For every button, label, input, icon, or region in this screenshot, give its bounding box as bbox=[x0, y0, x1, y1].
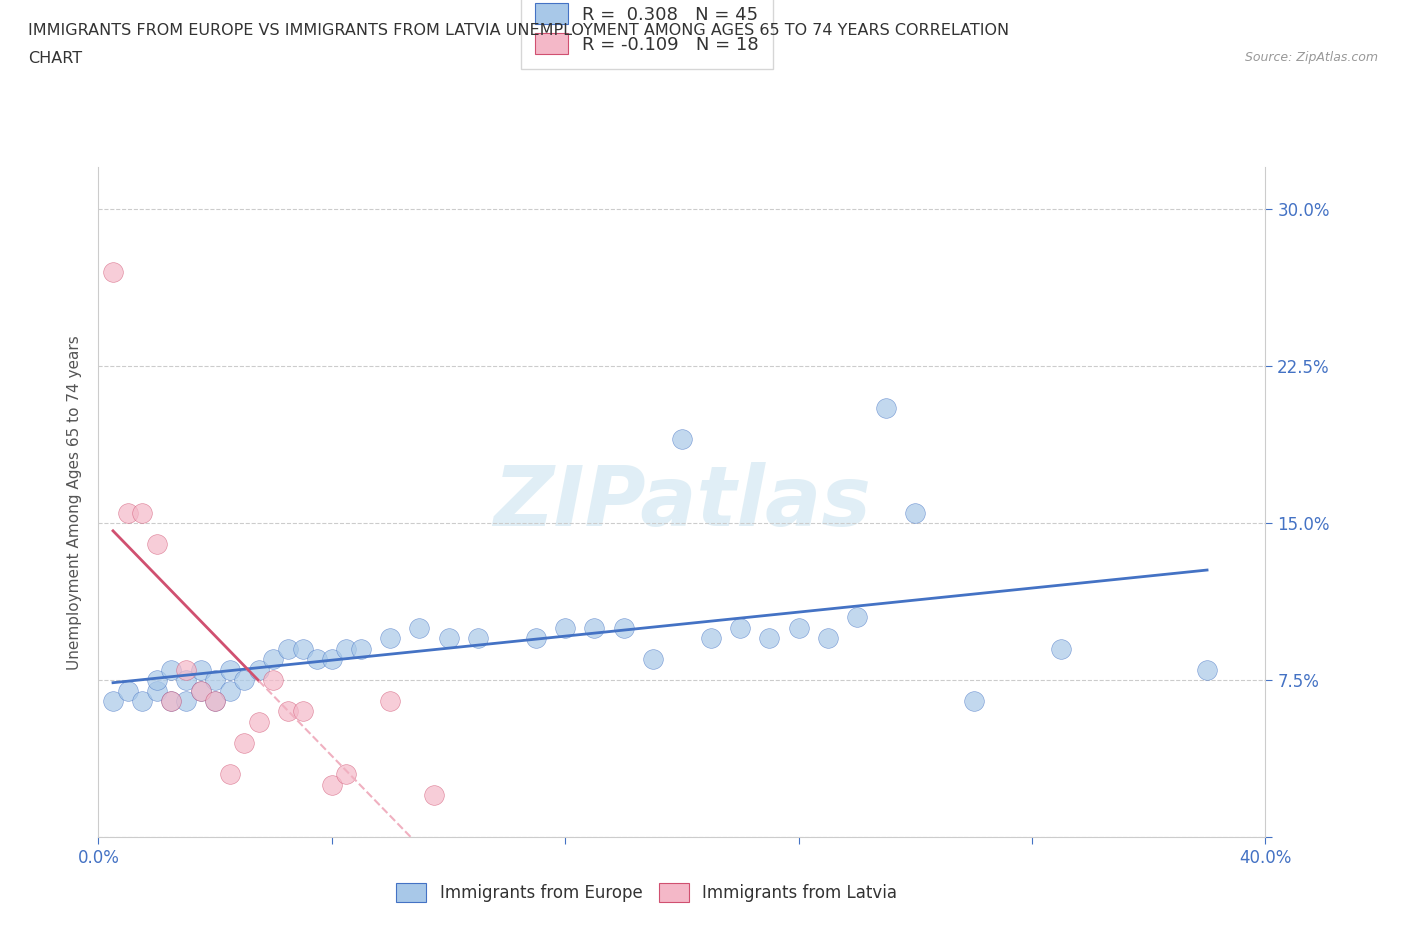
Point bbox=[671, 432, 693, 447]
Text: IMMIGRANTS FROM EUROPE VS IMMIGRANTS FROM LATVIA UNEMPLOYMENT AMONG AGES 65 TO 7: IMMIGRANTS FROM EUROPE VS IMMIGRANTS FRO… bbox=[28, 23, 1010, 38]
Point bbox=[262, 672, 284, 687]
Point bbox=[277, 704, 299, 719]
Point bbox=[174, 694, 197, 709]
Point bbox=[321, 777, 343, 792]
Point bbox=[307, 652, 329, 667]
Point bbox=[101, 265, 124, 280]
Point bbox=[174, 662, 197, 677]
Point bbox=[467, 631, 489, 645]
Point bbox=[817, 631, 839, 645]
Point bbox=[423, 788, 446, 803]
Point bbox=[583, 620, 606, 635]
Point bbox=[233, 736, 256, 751]
Point bbox=[204, 694, 226, 709]
Point bbox=[190, 683, 212, 698]
Point bbox=[1195, 662, 1218, 677]
Point bbox=[101, 694, 124, 709]
Point bbox=[554, 620, 576, 635]
Point bbox=[641, 652, 664, 667]
Point bbox=[845, 610, 868, 625]
Point bbox=[218, 766, 240, 781]
Point bbox=[1050, 642, 1073, 657]
Point bbox=[408, 620, 430, 635]
Point bbox=[233, 672, 256, 687]
Point bbox=[700, 631, 723, 645]
Point bbox=[612, 620, 634, 635]
Point bbox=[247, 662, 270, 677]
Point bbox=[350, 642, 373, 657]
Point bbox=[146, 683, 169, 698]
Point bbox=[335, 642, 357, 657]
Point bbox=[160, 694, 183, 709]
Point bbox=[291, 704, 314, 719]
Point bbox=[131, 505, 153, 520]
Text: Source: ZipAtlas.com: Source: ZipAtlas.com bbox=[1244, 51, 1378, 64]
Point bbox=[904, 505, 927, 520]
Point bbox=[146, 537, 169, 551]
Legend: Immigrants from Europe, Immigrants from Latvia: Immigrants from Europe, Immigrants from … bbox=[382, 870, 911, 916]
Point bbox=[218, 662, 240, 677]
Point bbox=[787, 620, 810, 635]
Point bbox=[146, 672, 169, 687]
Point bbox=[160, 694, 183, 709]
Point bbox=[204, 672, 226, 687]
Point bbox=[190, 683, 212, 698]
Point bbox=[524, 631, 547, 645]
Point bbox=[218, 683, 240, 698]
Point bbox=[378, 631, 402, 645]
Point bbox=[378, 694, 402, 709]
Point bbox=[174, 672, 197, 687]
Point bbox=[160, 662, 183, 677]
Point bbox=[728, 620, 751, 635]
Point bbox=[758, 631, 780, 645]
Text: CHART: CHART bbox=[28, 51, 82, 66]
Point bbox=[247, 714, 270, 729]
Y-axis label: Unemployment Among Ages 65 to 74 years: Unemployment Among Ages 65 to 74 years bbox=[67, 335, 83, 670]
Point bbox=[335, 766, 357, 781]
Text: ZIPatlas: ZIPatlas bbox=[494, 461, 870, 543]
Point bbox=[277, 642, 299, 657]
Point bbox=[204, 694, 226, 709]
Point bbox=[117, 683, 139, 698]
Point bbox=[291, 642, 314, 657]
Point bbox=[117, 505, 139, 520]
Point bbox=[262, 652, 284, 667]
Point bbox=[962, 694, 984, 709]
Point bbox=[321, 652, 343, 667]
Point bbox=[131, 694, 153, 709]
Point bbox=[190, 662, 212, 677]
Point bbox=[875, 401, 897, 416]
Point bbox=[437, 631, 460, 645]
